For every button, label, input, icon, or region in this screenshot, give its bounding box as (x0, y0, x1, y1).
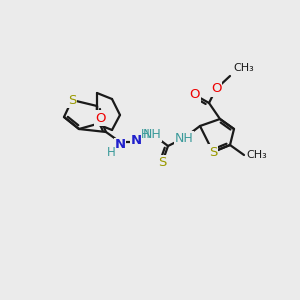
Text: N: N (114, 139, 126, 152)
Text: O: O (190, 88, 200, 101)
Text: NH: NH (142, 128, 161, 140)
Text: O: O (211, 82, 221, 95)
Text: NH: NH (175, 131, 194, 145)
Text: H: H (141, 128, 150, 140)
Text: S: S (68, 94, 76, 106)
Text: S: S (209, 146, 217, 158)
Text: H: H (107, 146, 116, 158)
Text: CH₃: CH₃ (233, 63, 254, 73)
Text: O: O (95, 112, 105, 124)
Text: N: N (130, 134, 142, 146)
Text: CH₃: CH₃ (246, 150, 267, 160)
Text: S: S (158, 157, 166, 169)
